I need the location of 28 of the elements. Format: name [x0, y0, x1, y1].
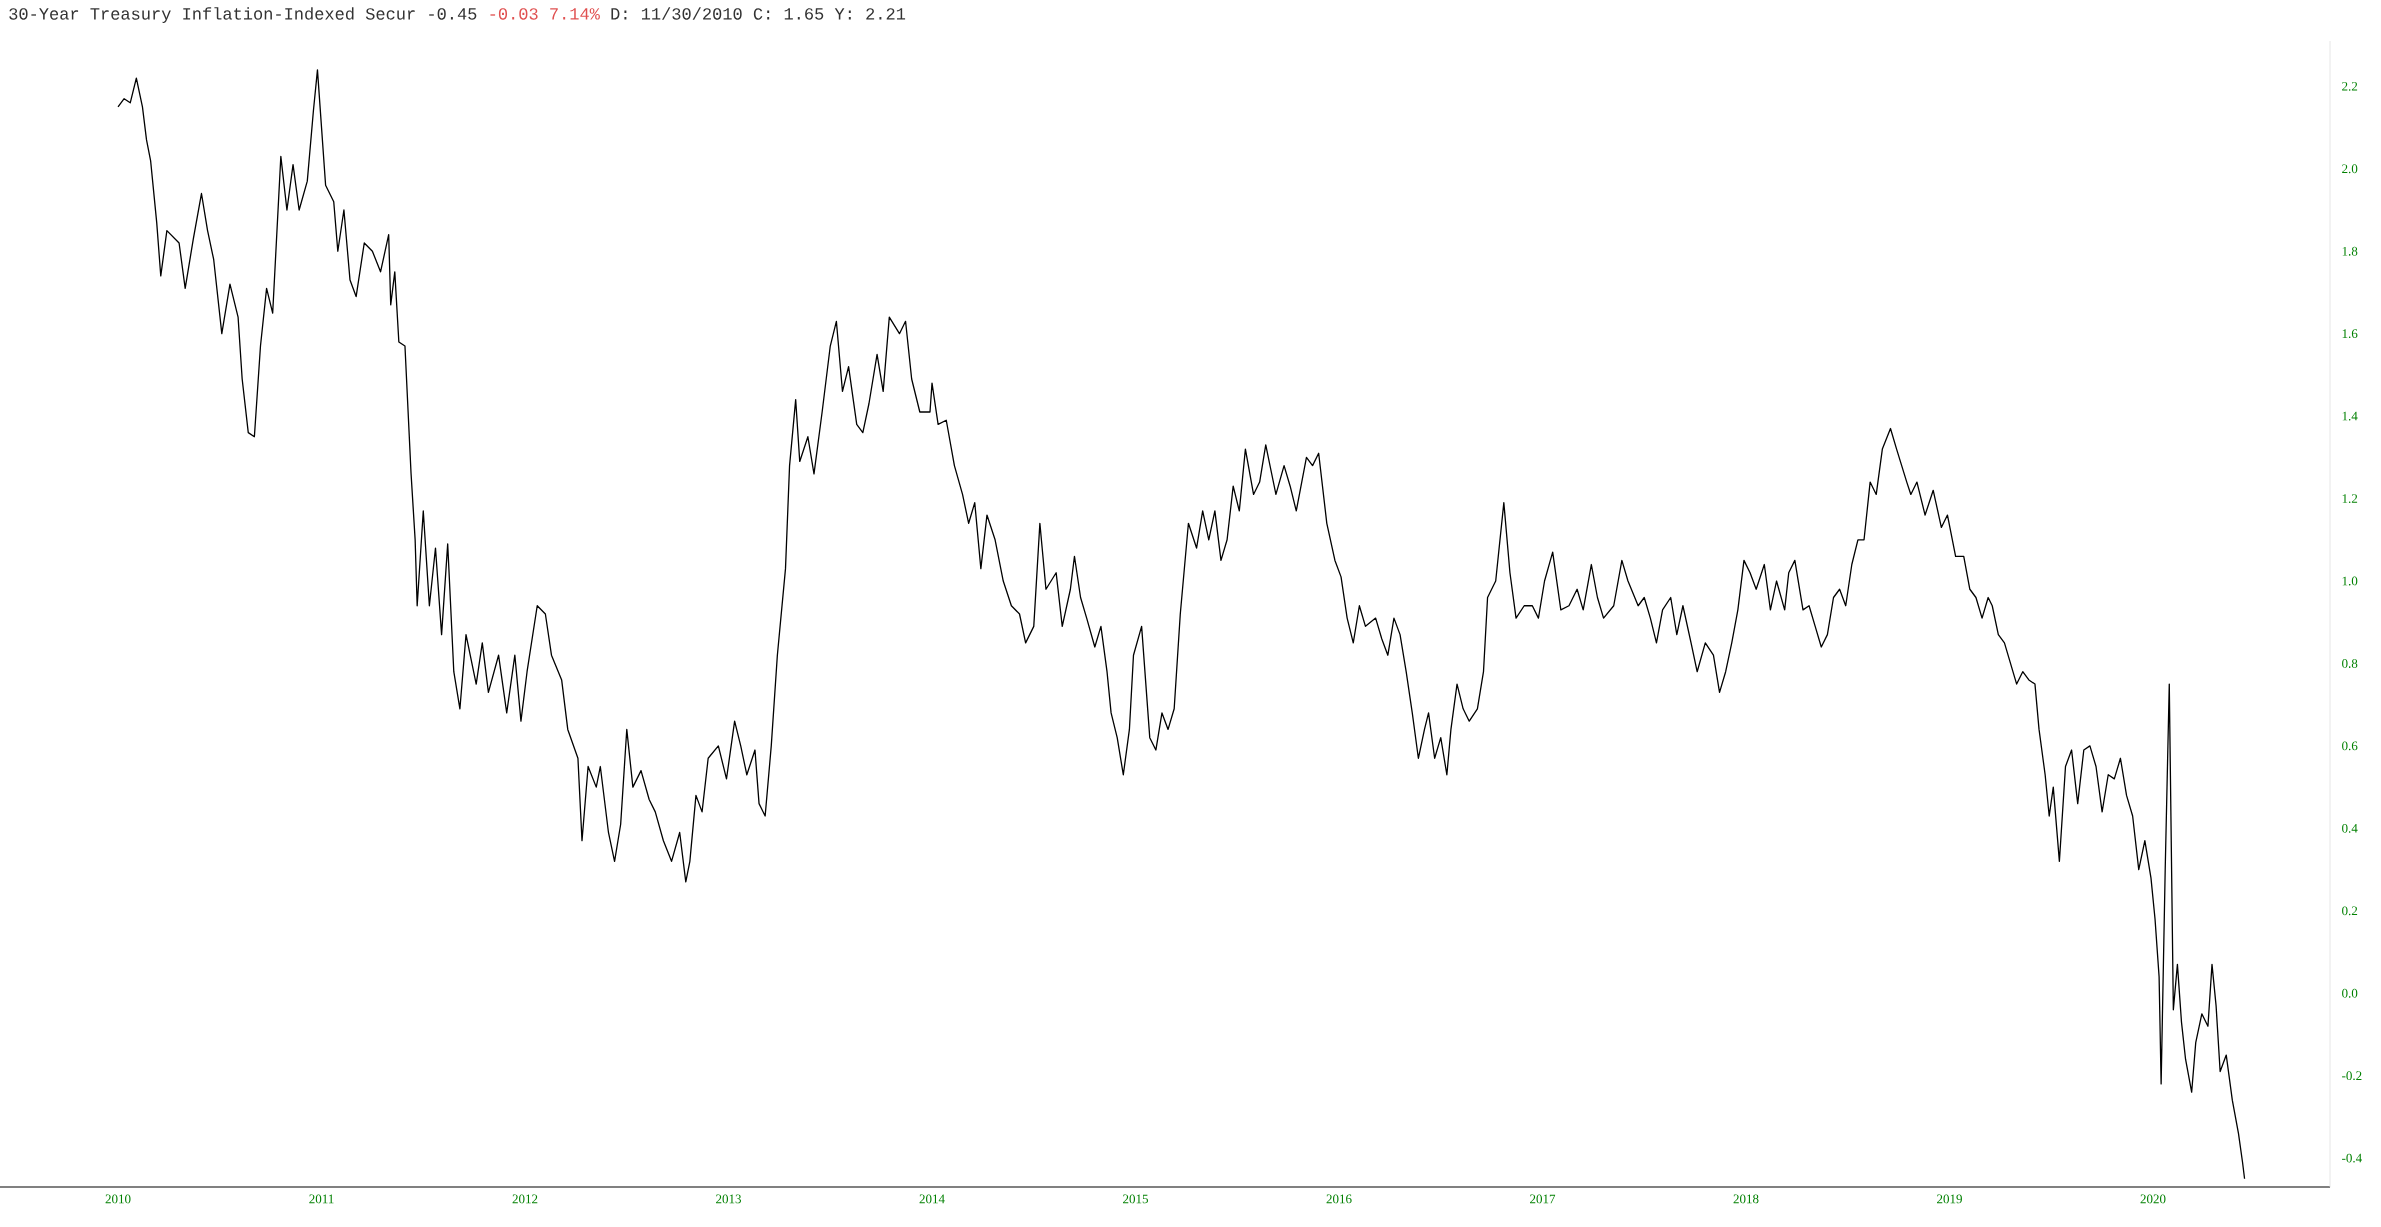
y-tick-label: 2.0 — [2342, 164, 2358, 174]
y-tick-label: 0.4 — [2342, 823, 2358, 833]
y-tick-label: -0.4 — [2342, 1153, 2362, 1163]
x-tick-label: 2020 — [2140, 1194, 2166, 1204]
y-tick-label: 0.2 — [2342, 906, 2358, 916]
x-tick-label: 2012 — [512, 1194, 538, 1204]
x-tick-label: 2016 — [1326, 1194, 1352, 1204]
chart-title: 30-Year Treasury Inflation-Indexed Secur -0.45 — [9, 7, 477, 24]
x-tick-label: 2017 — [1530, 1194, 1556, 1204]
x-tick-label: 2018 — [1733, 1194, 1759, 1204]
y-tick-label: 1.0 — [2342, 576, 2358, 586]
x-tick-label: 2015 — [1123, 1194, 1149, 1204]
y-tick-label: 1.4 — [2342, 411, 2358, 421]
x-tick-label: 2014 — [919, 1194, 945, 1204]
x-tick-label: 2010 — [105, 1194, 131, 1204]
x-tick-label: 2019 — [1937, 1194, 1962, 1204]
y-tick-label: 2.2 — [2342, 81, 2358, 91]
x-tick-label: 2011 — [309, 1194, 334, 1204]
x-tick-label: 2013 — [716, 1194, 742, 1204]
y-tick-label: 0.8 — [2342, 659, 2358, 668]
y-tick-label: -0.2 — [2342, 1071, 2362, 1081]
y-tick-label: 1.6 — [2342, 329, 2358, 339]
y-tick-label: 1.8 — [2342, 246, 2358, 256]
chart-subtitle: -0.03 7.14% — [490, 8, 600, 20]
y-tick-label: 0.0 — [2342, 988, 2358, 998]
text: D: 11/30/2010 C: 1.65 Y: 2.21 — [611, 7, 906, 20]
y-tick-label: 1.2 — [2342, 494, 2358, 503]
y-tick-label: 0.6 — [2342, 741, 2358, 751]
